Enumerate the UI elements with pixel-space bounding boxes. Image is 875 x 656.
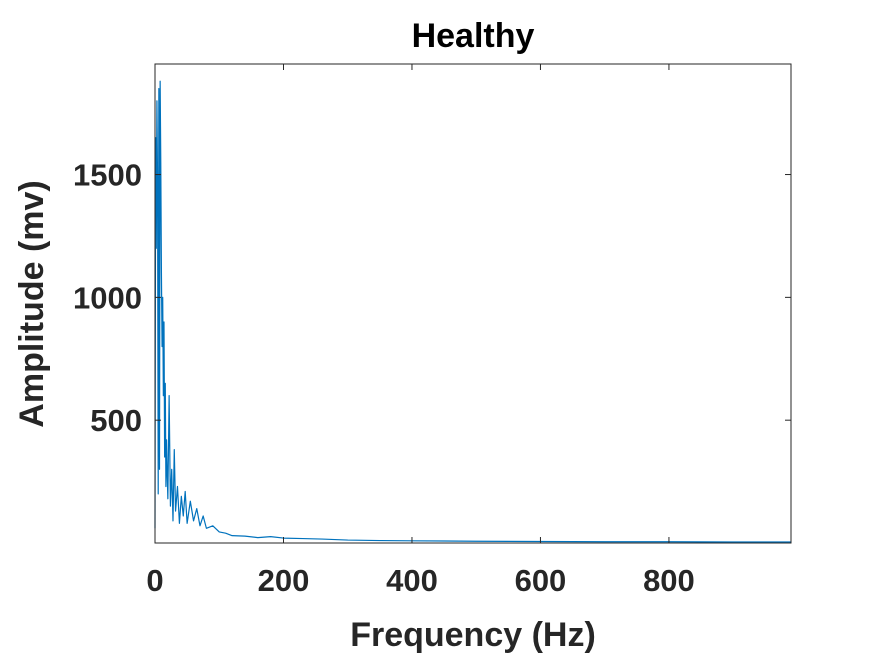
x-tick-label-4: 800 <box>643 563 695 598</box>
y-tick-label-2: 1500 <box>73 158 142 193</box>
x-tick-label-2: 400 <box>386 563 438 598</box>
plot-area <box>155 64 791 543</box>
y-tick-label-0: 500 <box>90 403 142 438</box>
y-tick-label-1: 1000 <box>73 280 142 315</box>
x-tick-label-3: 600 <box>515 563 567 598</box>
x-tick-label-0: 0 <box>146 563 163 598</box>
chart-title: Healthy <box>412 17 535 55</box>
axes-box <box>154 63 792 544</box>
x-tick-label-1: 200 <box>258 563 310 598</box>
series-layer <box>154 80 791 543</box>
series-line-0 <box>154 80 791 543</box>
x-axis-label: Frequency (Hz) <box>350 616 596 654</box>
y-axis-label: Amplitude (mv) <box>13 180 51 427</box>
tick-layer: 0 200 400 600 800 500 1000 1500 <box>73 64 791 598</box>
